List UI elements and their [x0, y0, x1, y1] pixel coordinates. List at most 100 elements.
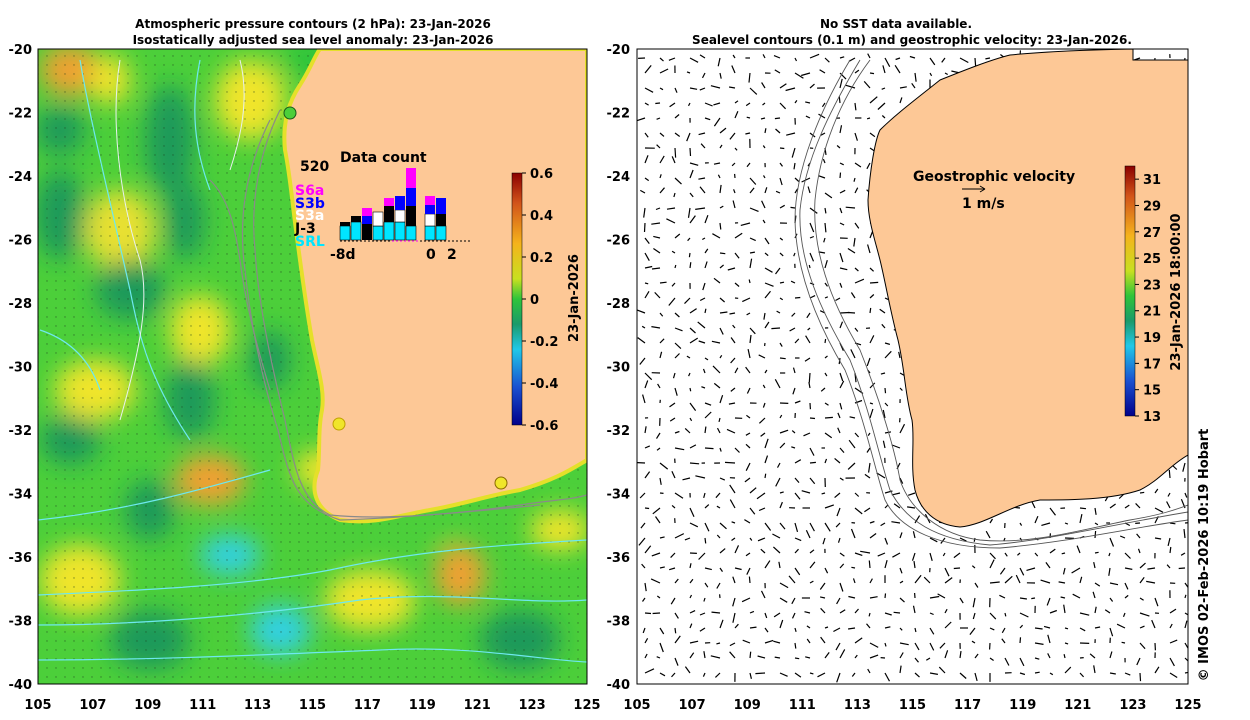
velocity-arrow [704, 248, 709, 254]
velocity-arrow [775, 267, 781, 275]
velocity-arrow [669, 417, 676, 422]
velocity-arrow [1108, 567, 1111, 576]
left-colorbar: 0.6 0.4 0.2 0 -0.2 -0.4 -0.6 23-Jan-2026 [511, 167, 582, 434]
velocity-arrow [719, 327, 724, 335]
velocity-arrow [823, 237, 826, 243]
velocity-arrow [804, 611, 811, 614]
velocity-arrow [898, 351, 901, 359]
velocity-arrow [656, 117, 661, 120]
velocity-arrow [824, 355, 828, 359]
velocity-arrow [974, 57, 977, 68]
velocity-arrow [940, 537, 946, 544]
velocity-arrow [899, 580, 904, 584]
velocity-arrow [671, 504, 676, 509]
velocity-arrow [699, 612, 706, 616]
velocity-arrow [899, 477, 904, 484]
velocity-arrow [729, 312, 736, 315]
velocity-arrow [689, 444, 697, 449]
x-tick-label: 109 [134, 698, 161, 713]
velocity-arrow [911, 82, 916, 89]
velocity-arrow [854, 222, 860, 229]
velocity-arrow [704, 537, 707, 544]
velocity-arrow [824, 57, 830, 63]
velocity-arrow [1184, 642, 1188, 650]
velocity-arrow [749, 487, 757, 494]
velocity-arrow [674, 612, 679, 619]
velocity-arrow [698, 132, 706, 136]
velocity-arrow [1079, 576, 1083, 584]
velocity-arrow [703, 492, 706, 499]
velocity-arrow [999, 594, 1006, 599]
velocity-arrow [839, 207, 843, 214]
velocity-arrow [773, 640, 781, 644]
velocity-arrow [713, 117, 721, 127]
velocity-arrow [686, 71, 691, 74]
velocity-arrow [702, 368, 706, 374]
velocity-arrow [764, 282, 774, 287]
velocity-arrow [704, 308, 707, 314]
velocity-arrow [716, 505, 721, 509]
velocity-arrow [839, 267, 848, 271]
velocity-arrow [704, 522, 710, 532]
velocity-arrow [779, 342, 783, 347]
velocity-arrow [824, 626, 829, 629]
velocity-arrow [639, 357, 646, 365]
velocity-arrow [771, 327, 781, 330]
velocity-arrow [773, 612, 781, 618]
velocity-arrow [764, 369, 768, 374]
velocity-arrow [732, 200, 736, 209]
velocity-arrow [868, 462, 871, 473]
velocity-arrow [817, 672, 826, 678]
velocity-arrow [740, 222, 751, 226]
velocity-arrow [674, 342, 682, 350]
velocity-arrow [710, 655, 721, 659]
velocity-arrow [659, 155, 665, 164]
data-count-axis-label: -8d [330, 247, 356, 263]
velocity-arrow [1184, 620, 1188, 629]
velocity-arrow [835, 642, 841, 651]
velocity-arrow [644, 471, 651, 479]
velocity-arrow [641, 563, 646, 569]
x-tick-label: 105 [623, 698, 650, 713]
velocity-arrow [869, 520, 875, 524]
velocity-arrow [640, 522, 646, 529]
velocity-arrow [1004, 612, 1007, 617]
velocity-arrow [704, 504, 710, 509]
velocity-arrow [929, 72, 933, 77]
velocity-arrow [1043, 625, 1051, 629]
velocity-arrow [839, 282, 843, 288]
velocity-arrow [674, 387, 678, 396]
velocity-arrow [854, 278, 865, 284]
velocity-arrow [824, 222, 827, 233]
velocity-arrow [1034, 515, 1039, 524]
velocity-arrow [818, 113, 826, 119]
velocity-arrow [1058, 581, 1066, 584]
velocity-arrow [779, 281, 785, 284]
velocity-arrow [1109, 582, 1119, 586]
velocity-arrow [689, 308, 697, 314]
colorbar-tick-label: 0.2 [530, 251, 553, 266]
velocity-arrow [899, 86, 907, 89]
right-colorbar: 31 29 27 25 23 21 19 17 15 13 23-Jan-2026 18:00:0… [1124, 165, 1184, 425]
velocity-arrow [794, 567, 801, 576]
velocity-arrow [764, 267, 773, 273]
velocity-arrow [971, 565, 976, 569]
velocity-arrow [869, 231, 874, 239]
velocity-arrow [805, 115, 811, 119]
y-tick-label: -24 [607, 170, 631, 185]
velocity-arrow [819, 582, 826, 590]
velocity-arrow [794, 657, 800, 660]
velocity-arrow [880, 522, 886, 527]
sea-level-anomaly-map [38, 49, 587, 684]
velocity-arrow [809, 417, 816, 420]
velocity-arrow [1092, 591, 1096, 599]
velocity-arrow [892, 552, 901, 558]
data-count-axis-label: 0 [426, 247, 436, 263]
velocity-arrow [1079, 513, 1083, 524]
velocity-arrow [864, 507, 871, 513]
velocity-arrow [1001, 627, 1006, 634]
velocity-arrow [1109, 672, 1116, 675]
velocity-arrow [806, 638, 811, 644]
velocity-arrow [730, 337, 736, 344]
velocity-arrow [866, 117, 871, 120]
